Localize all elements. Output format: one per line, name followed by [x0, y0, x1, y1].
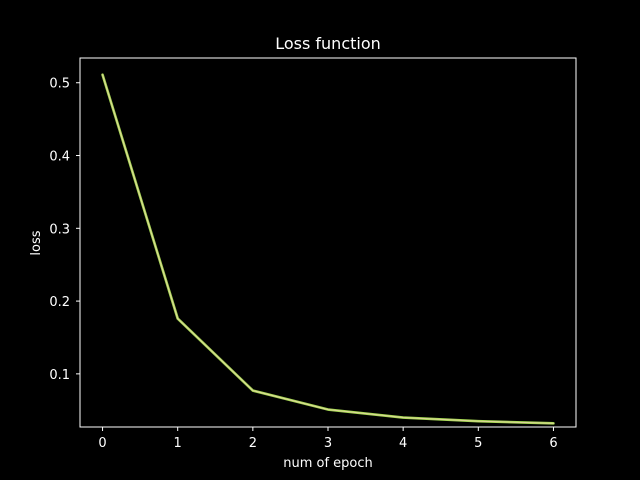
- y-axis-label: loss: [29, 230, 44, 255]
- x-tick-label: 4: [399, 436, 407, 451]
- y-axis-ticks: 0.1 0.2 0.3 0.4 0.5: [49, 77, 80, 383]
- x-tick-label: 0: [98, 436, 106, 451]
- loss-series-line-highlight: [102, 74, 554, 424]
- y-tick-label: 0.5: [49, 77, 70, 92]
- loss-series-line: [101, 73, 555, 425]
- y-tick-label: 0.3: [49, 222, 70, 237]
- series-layer: [101, 73, 555, 425]
- y-tick-label: 0.2: [49, 295, 70, 310]
- x-axis-label: num of epoch: [283, 456, 373, 471]
- x-tick-label: 6: [549, 436, 557, 451]
- y-tick-label: 0.1: [49, 368, 70, 383]
- x-tick-label: 2: [249, 436, 257, 451]
- x-tick-label: 1: [174, 436, 182, 451]
- y-tick-label: 0.4: [49, 150, 70, 165]
- x-axis-ticks: 0 1 2 3 4 5 6: [98, 427, 558, 451]
- chart-title: Loss function: [275, 34, 381, 53]
- x-tick-label: 3: [324, 436, 332, 451]
- x-tick-label: 5: [474, 436, 482, 451]
